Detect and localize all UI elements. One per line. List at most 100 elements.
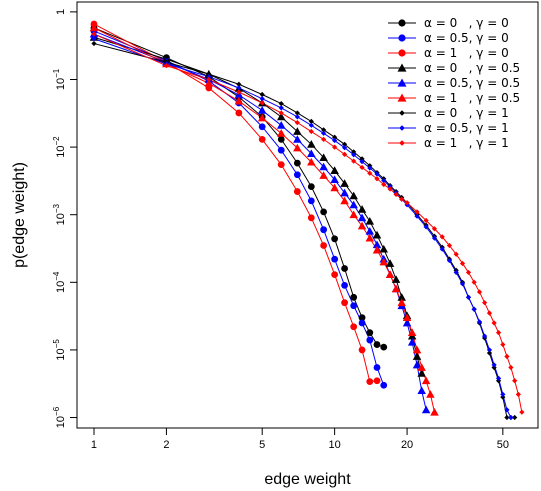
series-line [93, 36, 423, 374]
data-point-triangle [276, 112, 286, 121]
data-point-diamond [515, 391, 521, 397]
y-tick-label-exponent: −5 [52, 339, 61, 349]
data-point-circle [380, 381, 388, 389]
data-point-circle [307, 183, 315, 191]
legend-item: α = 0.5, γ = 1 [388, 121, 509, 135]
data-point-triangle [426, 390, 435, 398]
data-point-diamond [431, 226, 438, 232]
data-point-circle [358, 314, 366, 322]
data-point-diamond [206, 74, 212, 80]
data-point-triangle [276, 129, 286, 137]
legend-marker [398, 49, 406, 57]
legend-label: α = 0 , γ = 0.5 [424, 61, 520, 75]
y-axis-title: p(edge weight) [11, 162, 28, 268]
data-point-circle [331, 255, 339, 263]
legend-item: α = 1 , γ = 1 [388, 136, 509, 150]
legend-label: α = 0.5, γ = 1 [424, 121, 509, 135]
legend-label: α = 1 , γ = 0 [424, 46, 509, 60]
data-point-circle [366, 336, 374, 344]
data-point-diamond [308, 122, 314, 128]
data-point-diamond [446, 242, 453, 249]
y-tick-label-exponent: −6 [52, 406, 61, 416]
data-point-diamond [359, 159, 365, 165]
legend-marker [399, 110, 405, 116]
data-point-diamond [367, 165, 373, 171]
data-point-diamond [308, 128, 314, 135]
legend-item: α = 0 , γ = 1 [388, 106, 509, 120]
legend-item: α = 0.5, γ = 0 [388, 31, 509, 45]
data-point-diamond [278, 105, 284, 111]
data-point-circle [341, 265, 348, 272]
legend-marker [397, 93, 407, 102]
data-point-circle [331, 235, 339, 243]
data-point-diamond [374, 176, 380, 182]
data-point-triangle [397, 293, 406, 301]
data-point-diamond [374, 171, 380, 177]
x-tick-label: 20 [401, 439, 413, 451]
data-point-triangle [340, 196, 349, 205]
data-point-circle [293, 171, 301, 179]
data-point-circle [277, 135, 285, 143]
data-point-circle [277, 146, 285, 154]
y-tick-label-exponent: −2 [52, 136, 61, 146]
data-point-circle [307, 197, 315, 205]
y-tick-label-base: 10 [55, 146, 67, 158]
plot-markers [89, 20, 525, 421]
data-point-triangle [340, 188, 349, 197]
data-point-diamond [294, 120, 300, 126]
data-point-triangle [319, 162, 328, 171]
data-point-diamond [486, 350, 493, 356]
data-point-diamond [341, 145, 348, 151]
data-point-circle [350, 293, 358, 301]
data-point-diamond [294, 110, 300, 116]
data-point-diamond [519, 409, 525, 415]
data-point-diamond [387, 186, 393, 192]
data-point-diamond [431, 235, 438, 241]
x-tick-label: 5 [259, 439, 265, 451]
data-point-diamond [321, 130, 327, 136]
series-line [93, 33, 523, 413]
data-point-triangle [357, 205, 367, 213]
data-point-triangle [349, 200, 358, 209]
data-point-circle [350, 323, 358, 331]
data-point-diamond [259, 100, 265, 106]
data-point-diamond [321, 127, 327, 133]
data-point-diamond [341, 151, 348, 157]
data-point-triangle [391, 284, 401, 293]
data-point-diamond [459, 260, 466, 267]
data-point-circle [380, 343, 388, 351]
data-point-triangle [293, 135, 302, 143]
data-point-triangle [365, 217, 375, 225]
y-tick-label-exponent: −1 [52, 68, 61, 78]
data-point-triangle [430, 407, 439, 416]
data-point-triangle [372, 240, 382, 249]
data-point-triangle [319, 153, 328, 161]
data-point-diamond [259, 96, 265, 102]
data-point-diamond [439, 234, 445, 240]
legend-item: α = 1 , γ = 0.5 [388, 91, 520, 105]
data-point-diamond [393, 191, 399, 197]
data-point-circle [366, 329, 374, 337]
y-tick-label: 10−5 [52, 339, 67, 361]
data-point-triangle [417, 386, 426, 395]
legend-marker [398, 19, 406, 27]
y-tick-label: 10−3 [52, 203, 67, 225]
data-point-diamond [476, 319, 483, 325]
y-tick-label: 1 [55, 9, 67, 15]
data-point-circle [258, 135, 266, 143]
legend-marker [398, 34, 406, 42]
data-point-diamond [423, 217, 429, 224]
data-point-diamond [504, 407, 510, 413]
data-point-diamond [446, 257, 453, 264]
legend-marker [399, 125, 405, 131]
data-point-circle [358, 319, 366, 327]
data-point-circle [350, 302, 358, 310]
data-point-diamond [91, 31, 97, 37]
data-point-diamond [504, 414, 510, 421]
data-point-diamond [471, 279, 477, 285]
y-tick-label: 10−6 [52, 406, 67, 428]
series-line [93, 33, 427, 410]
data-point-diamond [236, 85, 242, 91]
data-point-triangle [307, 149, 316, 158]
data-point-diamond [359, 164, 365, 171]
